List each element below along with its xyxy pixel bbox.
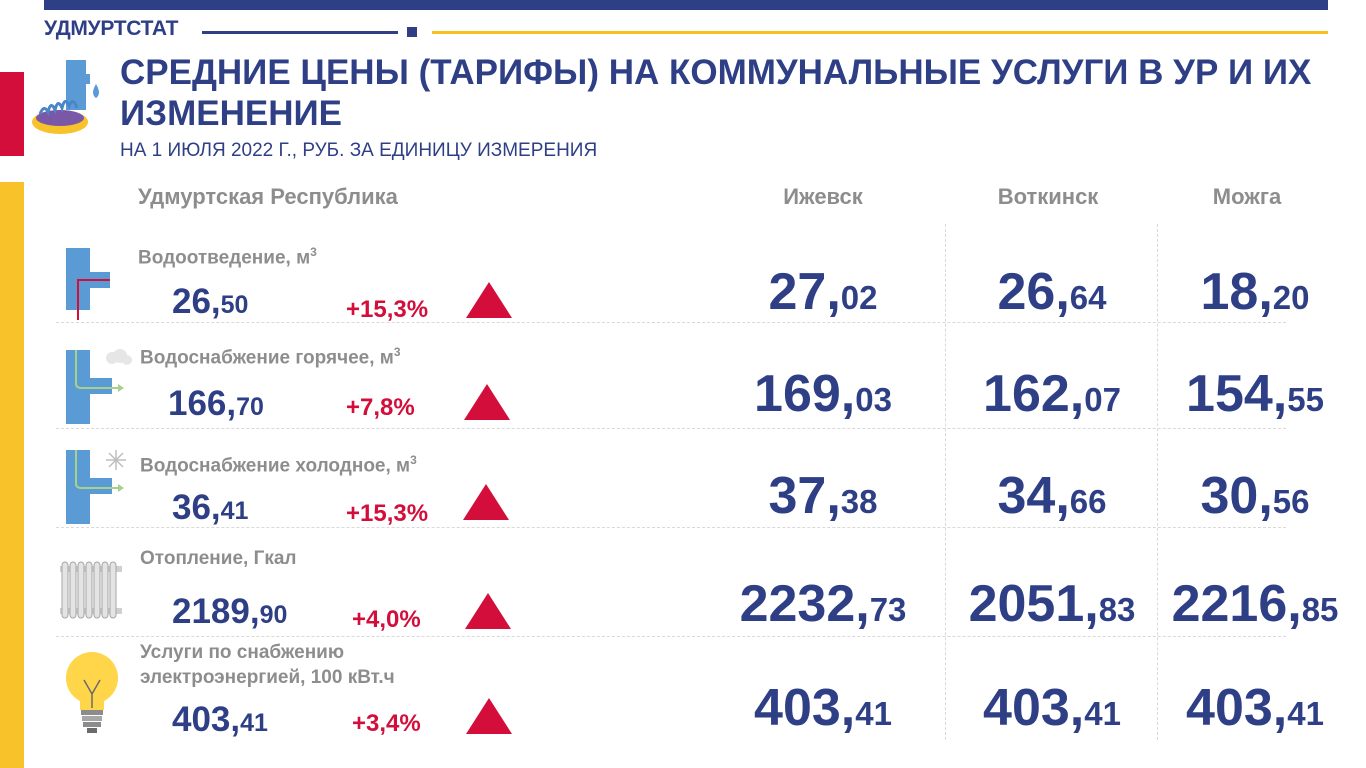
mozhga-value: 18,20 — [1200, 263, 1310, 321]
votkinsk-value: 2051,83 — [968, 575, 1136, 633]
change-percent: +7,8% — [346, 394, 415, 421]
side-accent-yellow — [0, 182, 24, 768]
region-value: 26,50 — [172, 282, 249, 321]
change-percent: +15,3% — [346, 500, 429, 527]
mozhga-value: 30,56 — [1200, 467, 1310, 525]
row-divider — [56, 527, 1286, 528]
votkinsk-value: 403,41 — [983, 679, 1121, 737]
hot-water-pipe-icon — [66, 349, 132, 424]
brand-divider-yellow — [432, 31, 1328, 34]
row-divider — [56, 428, 1286, 429]
region-value: 2189,90 — [172, 592, 288, 631]
region-value: 166,70 — [168, 384, 264, 423]
column-head-izhevsk: Ижевск — [783, 184, 863, 209]
increase-arrow-icon — [463, 484, 509, 520]
region-value: 403,41 — [172, 700, 268, 739]
change-percent: +3,4% — [352, 710, 421, 737]
izhevsk-value: 37,38 — [768, 467, 878, 525]
izhevsk-value: 403,41 — [754, 679, 892, 737]
row-label: Отопление, Гкал — [140, 548, 297, 569]
brand-divider — [202, 31, 398, 34]
column-divider — [945, 224, 946, 740]
column-divider — [1157, 224, 1158, 740]
row-label: Услуги по снабжению электроэнергией, 100… — [140, 642, 395, 688]
increase-arrow-icon — [466, 282, 512, 318]
row-label: Водоснабжение холодное, м3 — [140, 453, 417, 477]
region-value: 36,41 — [172, 488, 249, 527]
mozhga-value: 403,41 — [1186, 679, 1324, 737]
brand-name: УДМУРТСТАТ — [44, 17, 179, 40]
cold-water-pipe-icon — [66, 450, 126, 524]
brand-divider-dot — [407, 27, 417, 37]
votkinsk-value: 34,66 — [997, 467, 1107, 525]
votkinsk-value: 26,64 — [997, 263, 1107, 321]
change-percent: +4,0% — [352, 606, 421, 633]
column-head-region: Удмуртская Республика — [138, 184, 398, 209]
column-head-votkinsk: Воткинск — [997, 184, 1099, 209]
top-bar — [44, 0, 1328, 10]
page-title: СРЕДНИЕ ЦЕНЫ (ТАРИФЫ) НА КОММУНАЛЬНЫЕ УС… — [120, 53, 1312, 133]
page-subtitle: НА 1 ИЮЛЯ 2022 Г., РУБ. ЗА ЕДИНИЦУ ИЗМЕР… — [120, 140, 598, 161]
votkinsk-value: 162,07 — [983, 365, 1121, 423]
mozhga-value: 2216,85 — [1171, 575, 1339, 633]
increase-arrow-icon — [464, 384, 510, 420]
column-head-mozhga: Можга — [1212, 184, 1282, 209]
change-percent: +15,3% — [346, 296, 429, 323]
row-label: Водоотведение, м3 — [138, 245, 317, 269]
radiator-icon — [60, 561, 122, 619]
row-divider — [56, 322, 1286, 323]
utilities-logo-icon — [32, 60, 99, 134]
izhevsk-value: 169,03 — [754, 365, 892, 423]
mozhga-value: 154,55 — [1186, 365, 1324, 423]
side-accent-red — [0, 72, 24, 156]
izhevsk-value: 2232,73 — [739, 575, 907, 633]
row-divider — [56, 636, 1286, 637]
increase-arrow-icon — [465, 593, 511, 629]
light-bulb-icon — [66, 652, 118, 733]
izhevsk-value: 27,02 — [768, 263, 878, 321]
increase-arrow-icon — [466, 698, 512, 734]
row-label: Водоснабжение горячее, м3 — [140, 345, 401, 369]
drain-pipe-icon — [66, 248, 110, 320]
